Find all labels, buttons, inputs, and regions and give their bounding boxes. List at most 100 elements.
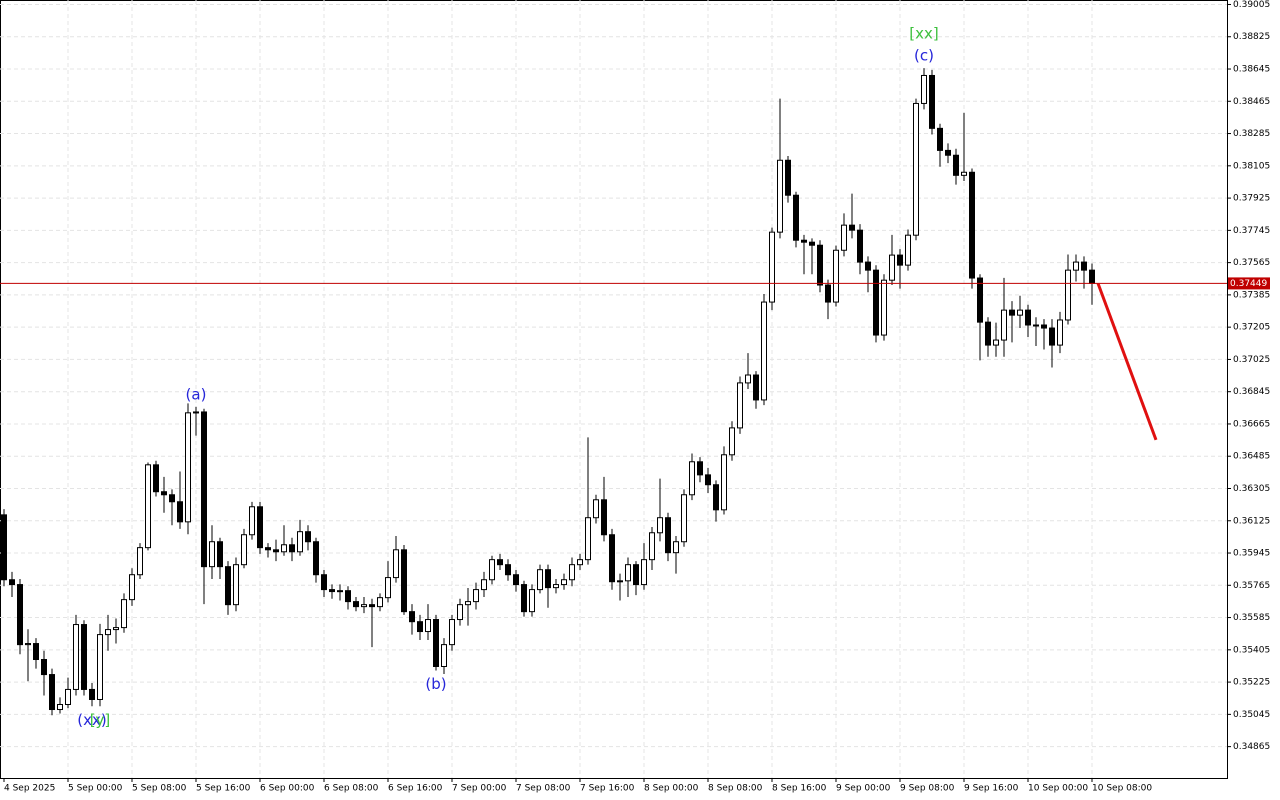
candle-body (337, 590, 343, 593)
candle-body (633, 564, 639, 586)
candle-body (737, 382, 743, 429)
y-tick-label: 0.34865 (1233, 742, 1270, 752)
candle-body (993, 339, 999, 346)
y-tick-label: 0.36305 (1233, 484, 1270, 494)
candle-body (1073, 261, 1079, 271)
candle-body (273, 549, 279, 553)
candle-body (961, 171, 967, 176)
candle-body (817, 244, 823, 286)
y-tick-label: 0.38105 (1233, 161, 1270, 171)
candle-body (65, 688, 71, 706)
x-tick-label: 10 Sep 00:00 (1028, 784, 1088, 794)
candle-body (17, 584, 23, 646)
candle-body (377, 597, 383, 608)
candle-body (129, 574, 135, 601)
candle-body (49, 674, 55, 711)
x-tick-label: 4 Sep 2025 (4, 784, 55, 794)
candle-body (73, 624, 79, 690)
plot-border (0, 0, 1228, 779)
candle-body (769, 231, 775, 303)
candle-body (841, 224, 847, 251)
candle-body (1, 514, 7, 581)
candle-body (689, 461, 695, 496)
x-tick-label: 10 Sep 08:00 (1092, 784, 1152, 794)
y-tick-label: 0.37925 (1233, 194, 1270, 204)
candle-body (505, 564, 511, 576)
candle-body (193, 411, 199, 414)
candle-body (801, 239, 807, 243)
candle-body (97, 634, 103, 700)
candle-body (1001, 309, 1007, 341)
y-tick-label: 0.35225 (1233, 678, 1270, 688)
candle-body (665, 517, 671, 554)
candle-body (321, 574, 327, 591)
candle-body (873, 269, 879, 336)
candle-body (353, 601, 359, 608)
candle-body (681, 494, 687, 543)
candle-body (905, 234, 911, 266)
candle-body (761, 301, 767, 401)
candle-body (441, 644, 447, 667)
candle-body (545, 569, 551, 589)
candle-body (57, 704, 63, 711)
candle-body (985, 321, 991, 346)
candle-body (897, 254, 903, 266)
candle-body (177, 501, 183, 523)
candle-body (625, 564, 631, 582)
x-tick-label: 5 Sep 08:00 (132, 784, 187, 794)
candle-body (169, 494, 175, 503)
candle-body (601, 499, 607, 536)
y-tick-label: 0.36485 (1233, 452, 1270, 462)
candle-body (1081, 261, 1087, 271)
x-tick-label: 6 Sep 16:00 (388, 784, 443, 794)
candle-body (329, 589, 335, 593)
candle-body (833, 249, 839, 303)
candle-body (41, 659, 47, 676)
wave-label: (b) (425, 675, 446, 693)
candle-body (1041, 324, 1047, 329)
y-tick-label: 0.37025 (1233, 355, 1270, 365)
candle-body (201, 411, 207, 568)
candle-body (849, 224, 855, 231)
candle-body (593, 499, 599, 519)
candle-body (553, 584, 559, 589)
candle-body (929, 74, 935, 129)
candle-body (577, 559, 583, 566)
candle-body (609, 534, 615, 583)
candle-body (233, 564, 239, 606)
candle-body (745, 374, 751, 384)
candle-body (161, 491, 167, 496)
x-tick-label: 6 Sep 08:00 (324, 784, 379, 794)
candle-body (153, 464, 159, 493)
y-tick-label: 0.37565 (1233, 258, 1270, 268)
candle-body (121, 599, 127, 629)
wave-label: [y] (90, 711, 111, 729)
x-tick-label: 6 Sep 00:00 (260, 784, 315, 794)
x-tick-label: 7 Sep 16:00 (580, 784, 635, 794)
candle-body (289, 544, 295, 553)
candle-body (217, 541, 223, 568)
y-tick-label: 0.37385 (1233, 290, 1270, 300)
x-tick-label: 7 Sep 00:00 (452, 784, 507, 794)
candle-body (617, 580, 623, 583)
candle-body (105, 629, 111, 636)
y-tick-label: 0.37745 (1233, 226, 1270, 236)
candle-body (449, 619, 455, 646)
candle-body (465, 601, 471, 606)
candle-body (361, 604, 367, 608)
y-tick-label: 0.35045 (1233, 710, 1270, 720)
y-tick-label: 0.35405 (1233, 645, 1270, 655)
x-tick-label: 9 Sep 00:00 (836, 784, 891, 794)
candle-body (641, 559, 647, 586)
candle-body (809, 241, 815, 246)
y-tick-label: 0.35945 (1233, 549, 1270, 559)
candle-body (481, 579, 487, 591)
candle-body (1033, 324, 1039, 327)
candle-body (513, 574, 519, 586)
candle-body (1065, 269, 1071, 321)
candle-body (945, 149, 951, 156)
current-price-label: 0.37449 (1230, 279, 1267, 289)
candle-body (33, 643, 39, 661)
